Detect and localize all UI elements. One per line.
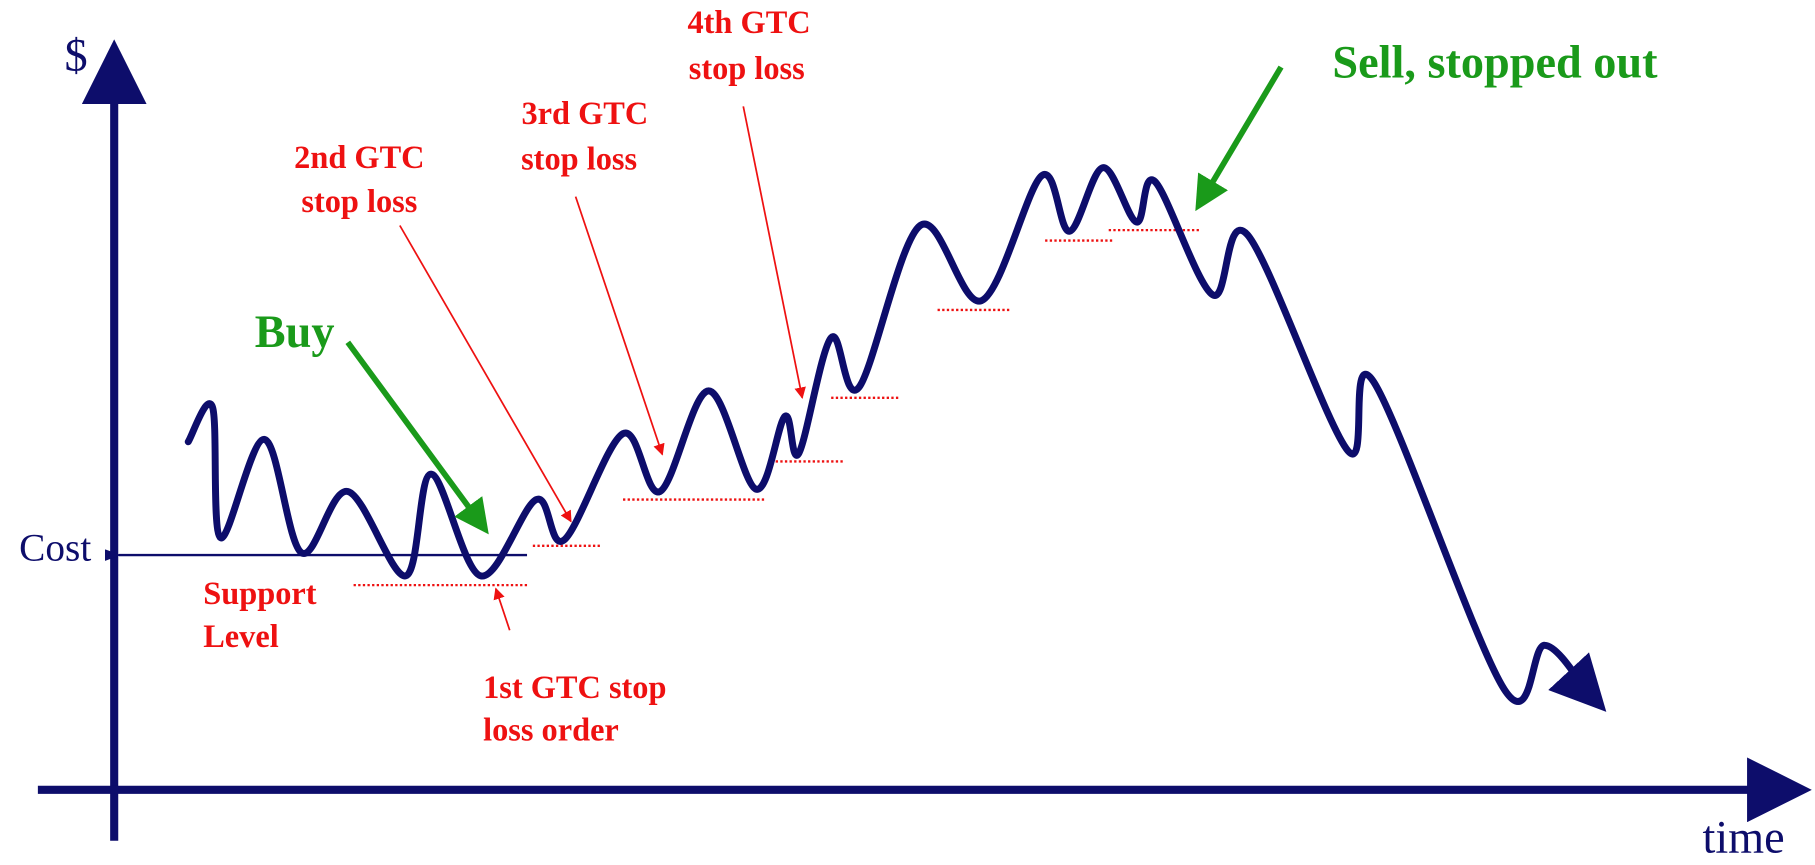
stop-levels: [353, 228, 1202, 587]
stop-label: stop loss: [521, 141, 637, 177]
x-axis-label: time: [1702, 812, 1784, 863]
stop-label: loss order: [483, 713, 619, 749]
stop-arrow: [574, 196, 665, 456]
stop-arrow: [742, 106, 806, 399]
stop-arrow: [399, 225, 572, 523]
stop-label: stop loss: [301, 184, 417, 220]
price-curve: [184, 164, 1607, 712]
stop-label: 3rd GTC: [521, 96, 648, 132]
sell-label: Sell, stopped out: [1332, 38, 1658, 89]
cost-label: Cost: [19, 526, 91, 570]
stop-arrows: [399, 106, 806, 631]
y-axis-label: $: [64, 31, 87, 82]
stop-label: stop loss: [689, 51, 805, 87]
buy-label: Buy: [255, 307, 335, 358]
stop-label: 1st GTC stop: [483, 670, 666, 706]
stop-label: 2nd GTC: [294, 140, 424, 176]
support-label: Support: [203, 576, 317, 612]
sell-arrow: [1195, 65, 1284, 212]
stop-arrow: [493, 587, 511, 631]
buy-arrow: [345, 340, 489, 535]
support-label: Level: [203, 619, 278, 655]
stop-label: 4th GTC: [687, 5, 810, 41]
